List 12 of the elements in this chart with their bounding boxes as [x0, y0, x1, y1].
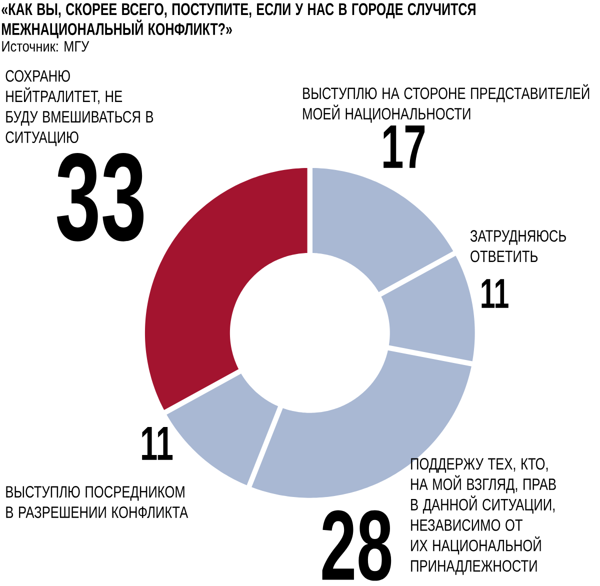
data-label: 11: [482, 279, 508, 308]
chart-title: «КАК ВЫ, СКОРЕЕ ВСЕГО, ПОСТУПИТЕ, ЕСЛИ У НАС В ГОРОДЕ СЛУЧИТСЯ МЕЖНАЦИОНАЛЬНЫЙ КОНФЛИКТ?»: [2, 3, 476, 38]
data-label: 33: [57, 153, 144, 242]
slice-label: ВЫСТУПЛЮ НА СТОРОНЕ ПРЕДСТАВИТЕЛЕЙ МОЕЙ НАЦИОНАЛЬНОСТИ: [303, 84, 590, 123]
slice-label: ВЫСТУПЛЮ ПОСРЕДНИКОМ В РАЗРЕШЕНИИ КОНФЛИКТА: [6, 486, 188, 518]
data-label: 11: [142, 427, 173, 460]
slice-label: ЗАТРУДНЯЮСЬ ОТВЕТИТЬ: [470, 230, 566, 262]
data-label: 17: [384, 126, 425, 168]
data-label: 28: [322, 510, 392, 581]
chart-subtitle: Источник: МГУ: [2, 41, 90, 52]
slice-label: СОХРАНЮ НЕЙТРАЛИТЕТ, НЕ БУДУ ВМЕШИВАТЬСЯ В СИТУАЦИЮ: [6, 70, 154, 146]
slice-label: ПОДДЕРЖУ ТЕХ, КТО, НА МОЙ ВЗГЛЯД, ПРАВ В ДАННОЙ СИТУАЦИИ, НЕЗАВИСИМО ОТ ИХ НАЦИОНАЛЬНОЙ ПРИНАДЛЕЖНОСТИ: [411, 458, 556, 575]
